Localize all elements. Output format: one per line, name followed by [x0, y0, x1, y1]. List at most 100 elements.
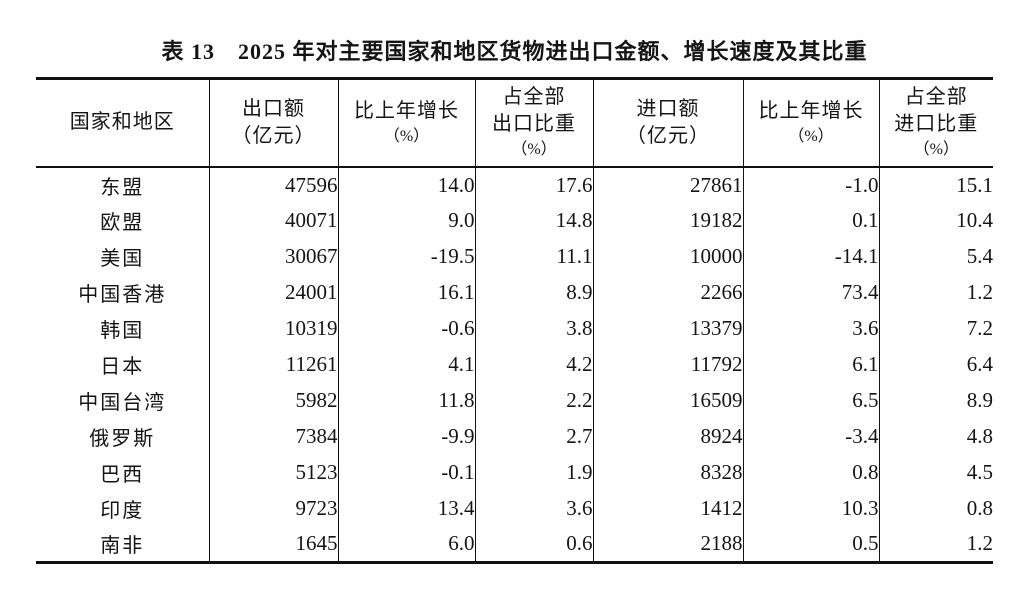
column-header-import-share: 占全部进口比重 （%）	[878, 78, 993, 167]
cell-import-share: 1.2	[878, 274, 993, 311]
cell-export-growth: -0.6	[337, 310, 475, 347]
cell-import-growth: -1.0	[742, 166, 879, 203]
cell-export-share: 3.6	[474, 490, 593, 527]
column-header-export-value: 出口额 （亿元）	[208, 78, 338, 167]
region-cell: 巴西	[100, 464, 145, 486]
cell-export-value: 1645	[208, 526, 338, 563]
cell-export-growth: -9.9	[337, 418, 475, 455]
cell-export-share: 0.6	[474, 526, 593, 563]
cell-import-value: 11792	[592, 346, 743, 383]
cell-import-growth: -14.1	[742, 238, 879, 275]
cell-import-growth: 0.5	[742, 526, 879, 563]
cell-import-share: 4.5	[878, 454, 993, 491]
cell-import-value: 10000	[592, 238, 743, 275]
header-line: 出口比重	[492, 113, 576, 136]
cell-import-growth: 6.5	[742, 382, 879, 419]
table-row: 印度 9723 13.4 3.6 1412 10.3 0.8	[36, 490, 993, 527]
table-header: 国家和地区 出口额 （亿元） 比上年增长 （%） 占全部出口比重 （%） 进口额 （亿元） 比上年…	[36, 78, 993, 167]
cell-import-growth: 0.1	[742, 202, 879, 239]
header-line: （亿元）	[626, 124, 710, 147]
column-header-import-growth: 比上年增长 （%）	[742, 78, 879, 167]
cell-import-growth: -3.4	[742, 418, 879, 455]
header-line: （%）	[788, 127, 834, 145]
table-row: 日本 11261 4.1 4.2 11792 6.1 6.4	[36, 346, 993, 383]
cell-import-share: 5.4	[878, 238, 993, 275]
header-line: 比上年增长	[758, 99, 864, 122]
cell-export-share: 11.1	[474, 238, 593, 275]
region-cell: 欧盟	[100, 212, 145, 234]
cell-import-value: 1412	[592, 490, 743, 527]
cell-export-value: 30067	[208, 238, 338, 275]
cell-export-value: 9723	[208, 490, 338, 527]
cell-export-value: 11261	[208, 346, 338, 383]
region-cell: 中国香港	[78, 284, 167, 306]
region-cell: 韩国	[100, 320, 145, 342]
cell-import-share: 0.8	[878, 490, 993, 527]
header-line: 占全部	[904, 86, 968, 109]
table-row: 韩国 10319 -0.6 3.8 13379 3.6 7.2	[36, 310, 993, 347]
table-row: 中国台湾 5982 11.8 2.2 16509 6.5 8.9	[36, 382, 993, 419]
cell-import-growth: 3.6	[742, 310, 879, 347]
cell-import-value: 2188	[592, 526, 743, 563]
region-cell: 俄罗斯	[89, 428, 156, 450]
table-row: 东盟 47596 14.0 17.6 27861 -1.0 15.1	[36, 166, 993, 203]
cell-export-share: 3.8	[474, 310, 593, 347]
cell-export-share: 2.2	[474, 382, 593, 419]
cell-export-value: 47596	[208, 166, 338, 203]
header-line: （%）	[913, 141, 959, 159]
cell-import-value: 8328	[592, 454, 743, 491]
region-cell: 印度	[100, 500, 145, 522]
header-line: （%）	[383, 127, 430, 145]
cell-import-share: 8.9	[878, 382, 993, 419]
cell-import-growth: 6.1	[742, 346, 879, 383]
header-line: 比上年增长	[354, 99, 459, 122]
header-line: 占全部	[502, 86, 566, 109]
header-line: （%）	[511, 141, 557, 159]
cell-export-value: 5982	[208, 382, 338, 419]
region-cell: 中国台湾	[78, 392, 167, 414]
cell-export-growth: 16.1	[337, 274, 475, 311]
cell-export-share: 14.8	[474, 202, 593, 239]
cell-export-growth: 13.4	[337, 490, 475, 527]
table-row: 南非 1645 6.0 0.6 2188 0.5 1.2	[36, 526, 993, 563]
header-line: 国家和地区	[69, 111, 175, 134]
cell-export-growth: 14.0	[337, 166, 475, 203]
cell-import-growth: 0.8	[742, 454, 879, 491]
cell-export-value: 5123	[208, 454, 338, 491]
cell-export-growth: -19.5	[337, 238, 475, 275]
cell-import-value: 16509	[592, 382, 743, 419]
trade-statistics-table: 国家和地区 出口额 （亿元） 比上年增长 （%） 占全部出口比重 （%） 进口额 （亿元） 比上年…	[36, 77, 993, 564]
header-line: （亿元）	[231, 124, 316, 147]
cell-export-value: 24001	[208, 274, 338, 311]
cell-export-growth: 11.8	[337, 382, 475, 419]
cell-import-value: 13379	[592, 310, 743, 347]
cell-export-share: 1.9	[474, 454, 593, 491]
cell-import-value: 8924	[592, 418, 743, 455]
cell-import-growth: 10.3	[742, 490, 879, 527]
cell-import-value: 27861	[592, 166, 743, 203]
cell-import-share: 15.1	[878, 166, 993, 203]
region-cell: 日本	[100, 356, 145, 378]
cell-export-value: 7384	[208, 418, 338, 455]
cell-import-value: 19182	[592, 202, 743, 239]
cell-export-growth: 6.0	[337, 526, 475, 563]
table-row: 俄罗斯 7384 -9.9 2.7 8924 -3.4 4.8	[36, 418, 993, 455]
cell-import-growth: 73.4	[742, 274, 879, 311]
cell-import-share: 10.4	[878, 202, 993, 239]
cell-export-share: 17.6	[474, 166, 593, 203]
header-line: 进口比重	[894, 113, 979, 136]
header-line: 进口额	[636, 97, 700, 120]
column-header-import-value: 进口额 （亿元）	[592, 78, 743, 167]
column-header-region: 国家和地区	[36, 79, 209, 167]
cell-export-share: 2.7	[474, 418, 593, 455]
region-cell: 南非	[100, 535, 145, 558]
table-row: 巴西 5123 -0.1 1.9 8328 0.8 4.5	[36, 454, 993, 491]
table-row: 中国香港 24001 16.1 8.9 2266 73.4 1.2	[36, 274, 993, 311]
cell-import-share: 1.2	[878, 526, 993, 563]
cell-import-value: 2266	[592, 274, 743, 311]
header-line: 出口额	[242, 97, 305, 120]
cell-export-growth: 9.0	[337, 202, 475, 239]
table-title: 表 13 2025 年对主要国家和地区货物进出口金额、增长速度及其比重	[161, 39, 868, 64]
cell-export-value: 10319	[208, 310, 338, 347]
